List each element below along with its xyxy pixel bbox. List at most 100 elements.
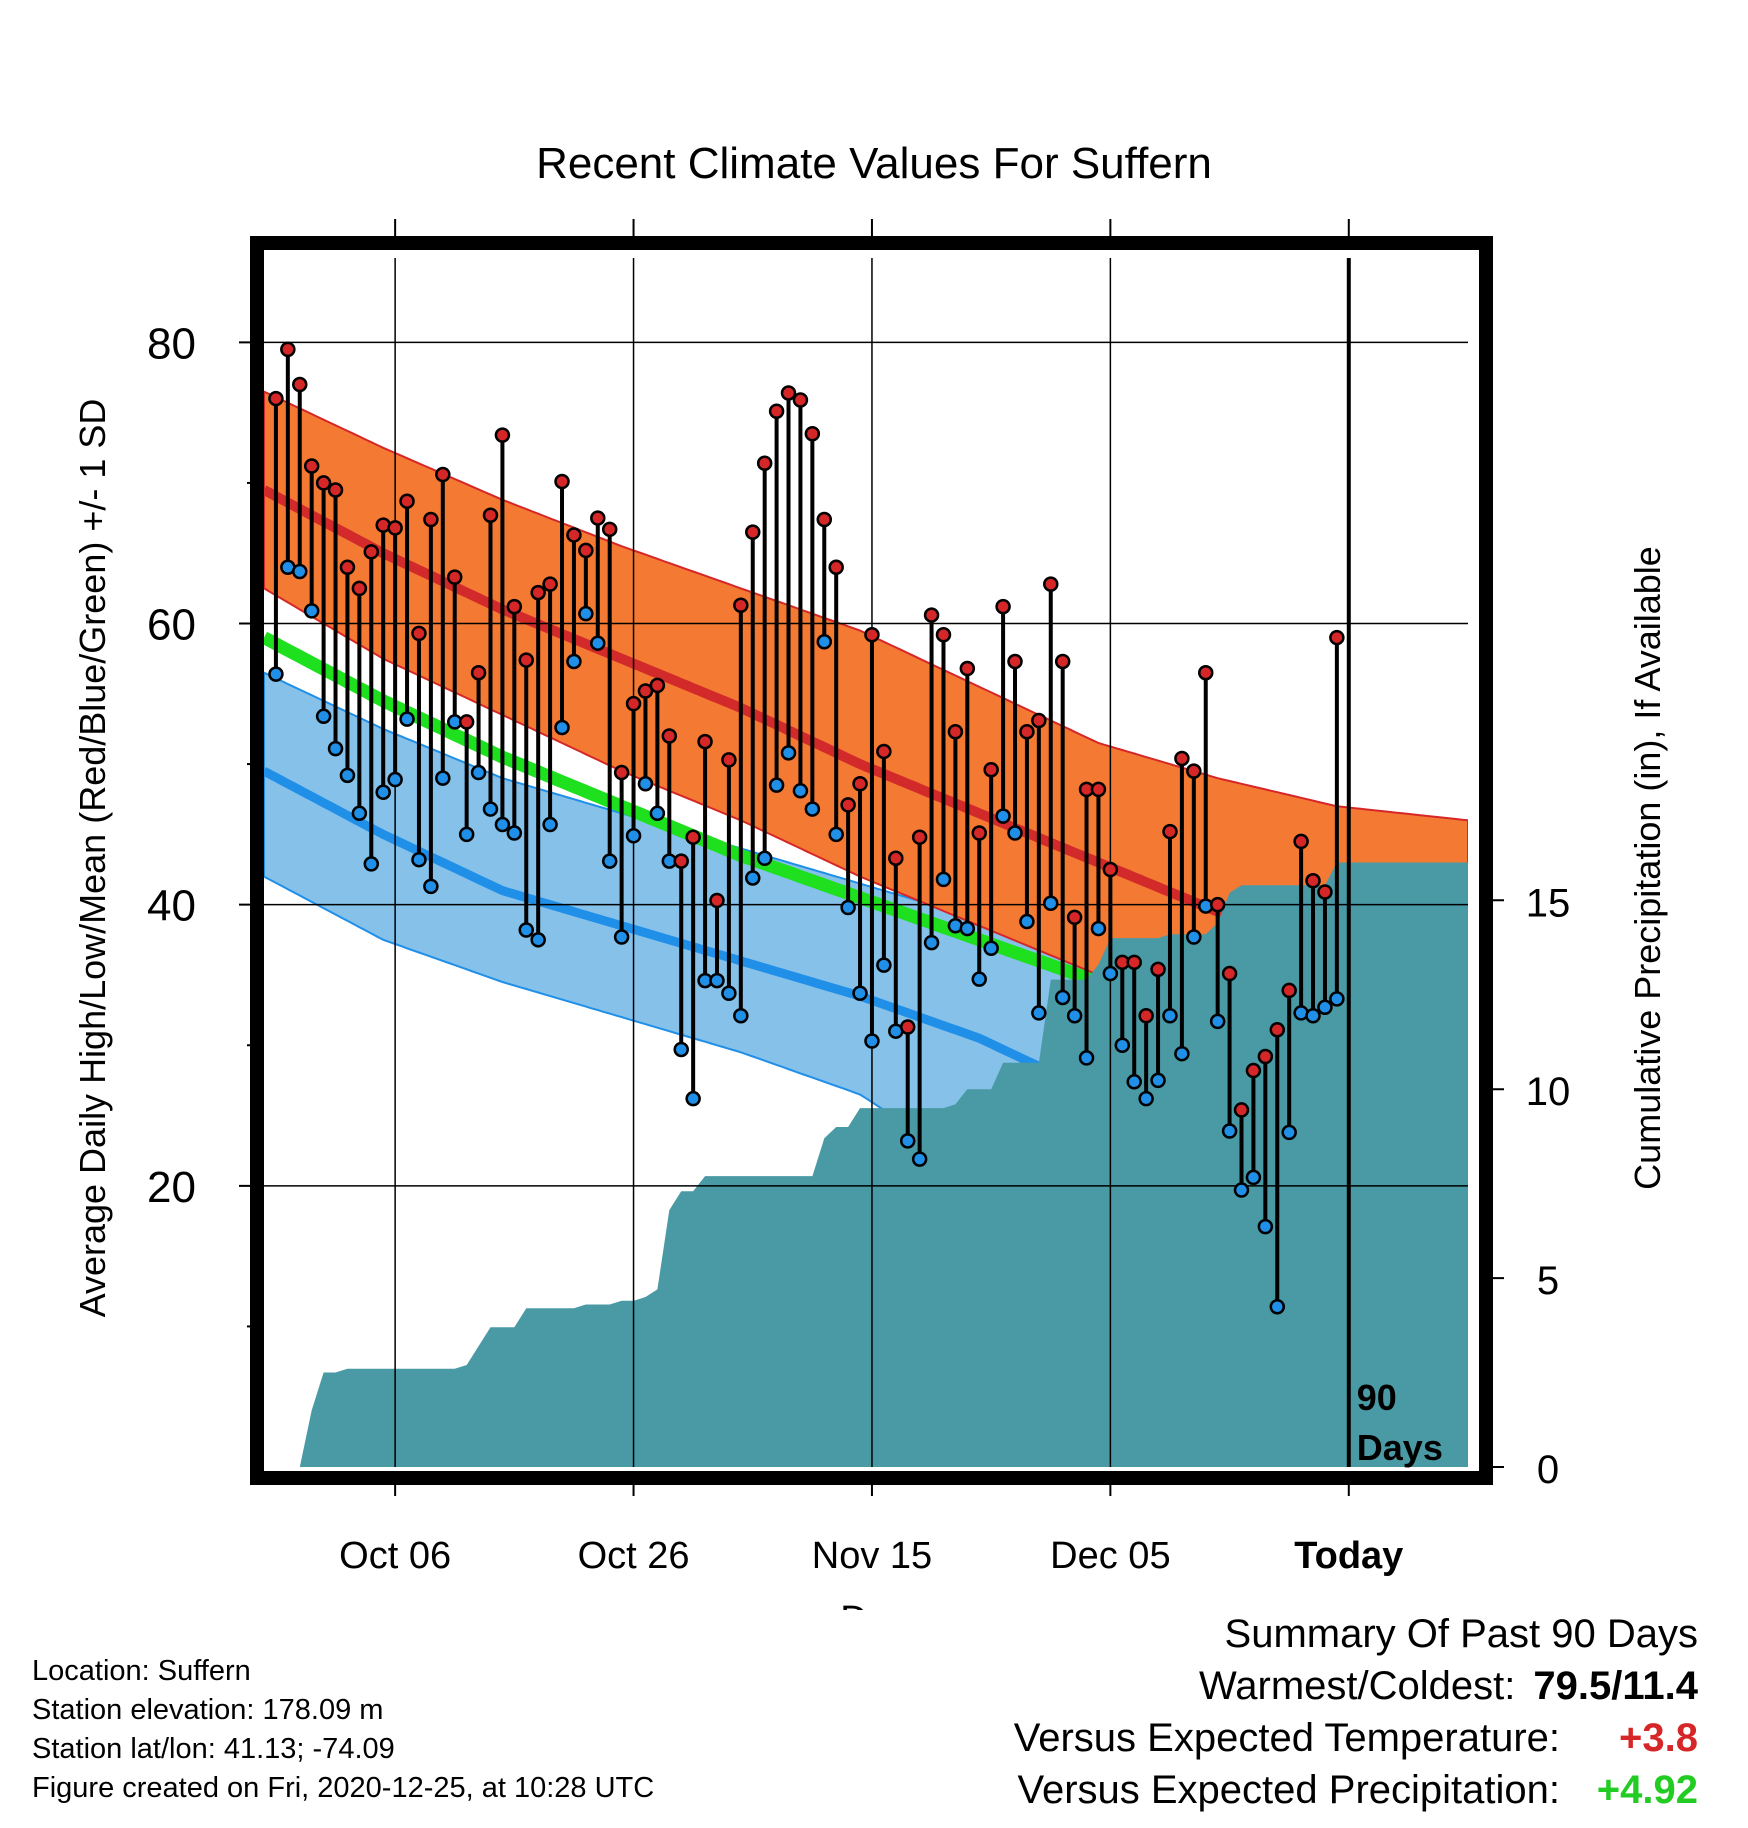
low-point: [899, 1133, 916, 1149]
low-point: [423, 878, 439, 895]
low-point: [1126, 1074, 1142, 1090]
high-point: [685, 829, 701, 845]
low-point: [756, 850, 773, 867]
high-point: [446, 569, 463, 585]
summary-panel: Summary Of Past 90 Days Warmest/Coldest:…: [1014, 1608, 1698, 1816]
low-point: [435, 770, 451, 786]
y-axis-left-label: Average Daily High/Low/Mean (Red/Blue/Gr…: [72, 399, 113, 1318]
plot-layer: [264, 258, 1468, 1467]
low-point: [1043, 895, 1059, 912]
low-point: [1186, 929, 1202, 945]
low-point: [566, 653, 582, 670]
low-point: [1305, 1007, 1321, 1024]
high-point: [1317, 884, 1333, 900]
high-point: [387, 520, 403, 536]
high-point: [768, 403, 785, 419]
low-point: [590, 635, 606, 651]
low-point: [268, 666, 284, 682]
high-point: [756, 455, 773, 471]
low-point: [351, 805, 368, 822]
low-point: [339, 767, 356, 784]
today-marker-label: Days: [1357, 1427, 1443, 1468]
high-point: [649, 677, 666, 694]
high-point: [661, 728, 678, 744]
summary-title: Summary Of Past 90 Days: [1224, 1612, 1698, 1656]
low-point: [995, 808, 1011, 824]
high-normal-band: [264, 390, 1468, 1071]
high-point: [423, 511, 439, 528]
low-point: [840, 899, 856, 916]
y-tick-label-left: 60: [147, 601, 196, 650]
high-point: [1066, 909, 1083, 926]
high-point: [494, 427, 511, 443]
high-point: [1245, 1062, 1262, 1079]
low-point: [1221, 1123, 1238, 1139]
low-point: [1245, 1169, 1262, 1186]
high-point: [482, 507, 499, 524]
low-point: [375, 784, 391, 800]
warmest-value: 79.5/11.4: [1533, 1664, 1698, 1708]
high-point: [935, 627, 952, 643]
high-point: [1031, 712, 1047, 729]
y-axis-left: 20 40 60 80: [147, 319, 257, 1328]
high-point: [399, 493, 415, 509]
high-point: [983, 761, 999, 778]
summary-precip-row: Versus Expected Precipitation: +4.92: [1014, 1764, 1698, 1816]
low-point: [1281, 1124, 1297, 1141]
low-point: [780, 745, 797, 761]
created-text: Figure created on Fri, 2020-12-25, at 10…: [32, 1772, 655, 1804]
today-marker-label: 90: [1357, 1377, 1397, 1418]
low-point: [303, 603, 320, 619]
high-point: [733, 597, 749, 613]
low-point: [327, 740, 344, 757]
low-point: [1317, 999, 1333, 1016]
high-point: [1007, 653, 1023, 670]
high-point: [876, 743, 892, 760]
low-point: [411, 851, 427, 868]
station-metadata: Location: Suffern Station elevation: 178…: [32, 1652, 654, 1808]
y-axis-right: 0 5 10 15: [1486, 881, 1570, 1492]
low-point: [923, 934, 940, 951]
low-point: [911, 1151, 928, 1167]
high-point: [816, 511, 833, 528]
low-point: [1090, 920, 1107, 937]
low-point: [518, 922, 535, 938]
low-point: [1078, 1050, 1095, 1066]
latlon-text: Station lat/lon: 41.13; -74.09: [32, 1733, 395, 1765]
climate-chart: Recent Climate Values For Suffern 90 Days…: [72, 139, 1668, 1610]
low-point: [315, 708, 332, 725]
high-point: [470, 664, 487, 681]
low-point: [745, 870, 761, 886]
high-point: [1293, 833, 1309, 850]
high-point: [268, 390, 284, 407]
high-point: [542, 576, 558, 592]
high-point: [864, 627, 880, 643]
high-point: [780, 385, 797, 401]
high-point: [923, 607, 940, 623]
low-point: [387, 771, 403, 788]
y-tick-label-left: 20: [147, 1163, 196, 1212]
low-point: [685, 1090, 701, 1107]
high-point: [590, 510, 606, 526]
low-point: [864, 1033, 880, 1049]
x-axis: Oct 06 Oct 26 Nov 15 Dec 05 Today: [339, 219, 1403, 1577]
chart-title: Recent Climate Values For Suffern: [536, 139, 1212, 188]
location-text: Location: Suffern: [32, 1655, 251, 1687]
low-point: [482, 801, 499, 817]
high-point: [613, 764, 630, 781]
high-point: [1305, 873, 1321, 889]
high-point: [435, 466, 451, 483]
high-point: [721, 752, 737, 768]
low-point: [935, 871, 952, 888]
low-point: [804, 801, 821, 817]
high-point: [1043, 576, 1059, 592]
low-point: [530, 932, 546, 948]
high-point: [852, 776, 868, 792]
high-point: [554, 473, 570, 490]
low-point: [458, 826, 475, 843]
high-point: [888, 850, 904, 867]
high-point: [804, 425, 821, 442]
high-point: [1126, 954, 1142, 971]
high-point: [339, 559, 356, 576]
low-point: [721, 985, 737, 1001]
